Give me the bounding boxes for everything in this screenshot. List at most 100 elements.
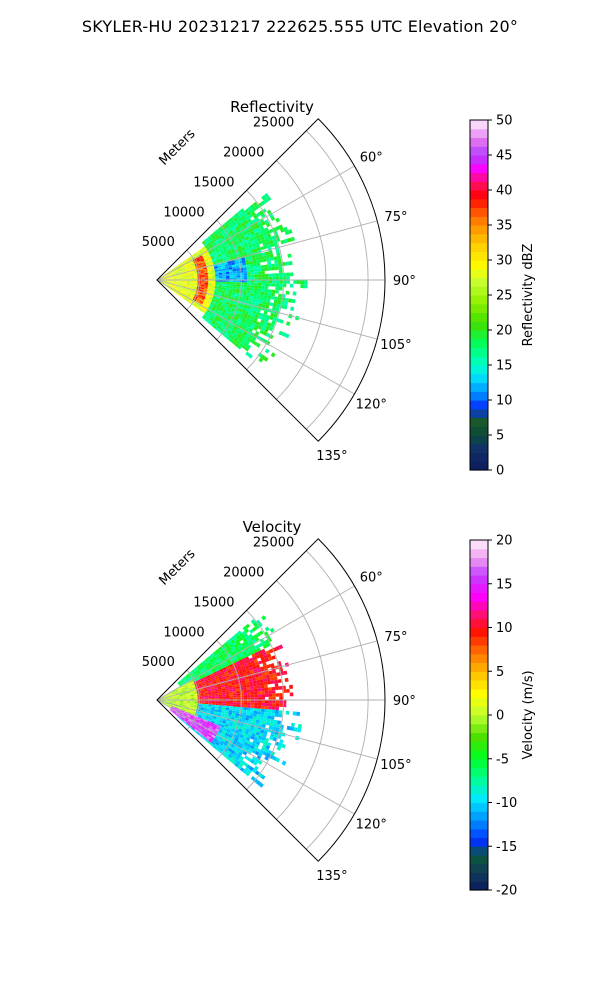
velocity-gate	[199, 727, 204, 731]
reflectivity-gate	[222, 281, 226, 284]
reflectivity-gate	[249, 249, 255, 254]
velocity-gate	[226, 677, 231, 680]
velocity-gate	[242, 626, 248, 631]
reflectivity-gate	[197, 261, 202, 265]
velocity-gate	[165, 701, 170, 703]
velocity-gate	[252, 716, 257, 720]
reflectivity-gate	[222, 258, 227, 261]
reflectivity-gate	[251, 254, 256, 259]
velocity-gate	[251, 662, 256, 667]
velocity-gate	[260, 685, 265, 689]
velocity-gate	[267, 709, 272, 713]
reflectivity-gate	[178, 287, 182, 290]
velocity-gate	[207, 705, 212, 708]
reflectivity-gate	[260, 265, 265, 269]
reflectivity-gate	[256, 247, 261, 252]
reflectivity-gate	[169, 281, 173, 282]
velocity-gate	[210, 674, 215, 678]
velocity-gate	[240, 655, 245, 660]
velocity-gate	[264, 684, 268, 688]
reflectivity-gate	[227, 227, 233, 232]
velocity-gate	[243, 653, 249, 658]
velocity-gate	[214, 676, 219, 680]
reflectivity-gate	[287, 253, 292, 258]
velocity-gate	[171, 706, 175, 709]
reflectivity-gate	[236, 313, 241, 317]
velocity-gate	[227, 727, 232, 731]
colorbar-segment	[470, 435, 488, 445]
reflectivity-gate	[230, 308, 235, 312]
reflectivity-gate	[162, 280, 166, 282]
velocity-gate	[196, 678, 201, 681]
colorbar-segment	[470, 566, 488, 576]
velocity-gate	[243, 687, 247, 691]
radial-tick-label: 5000	[142, 235, 175, 250]
velocity-gate	[245, 681, 250, 685]
reflectivity-gate	[207, 242, 212, 246]
reflectivity-gate	[211, 286, 216, 289]
reflectivity-gate	[212, 297, 217, 301]
reflectivity-gate	[198, 293, 203, 296]
reflectivity-gate	[217, 253, 222, 257]
reflectivity-gate	[198, 301, 203, 305]
velocity-gate	[167, 705, 172, 708]
velocity-gate	[219, 679, 224, 682]
reflectivity-gate	[185, 289, 189, 292]
colorbar-segment	[470, 268, 488, 279]
reflectivity-gate	[228, 251, 233, 255]
velocity-gate	[204, 697, 209, 699]
velocity-gate	[236, 700, 241, 703]
velocity-gate	[205, 737, 210, 741]
reflectivity-gate	[169, 278, 173, 280]
reflectivity-gate	[247, 274, 251, 278]
angular-grid-line	[156, 699, 378, 760]
velocity-gate	[216, 680, 220, 683]
reflectivity-gate	[239, 289, 244, 293]
reflectivity-gate	[220, 294, 225, 298]
reflectivity-gate	[218, 246, 223, 251]
velocity-gate	[213, 658, 218, 662]
velocity-gate	[207, 692, 212, 695]
reflectivity-gate	[190, 261, 194, 264]
velocity-gate	[229, 643, 234, 648]
velocity-gate	[186, 706, 190, 709]
reflectivity-gate	[278, 286, 283, 291]
reflectivity-gate	[218, 255, 223, 259]
reflectivity-gate	[234, 297, 239, 301]
velocity-gate	[186, 682, 190, 685]
velocity-gate	[212, 681, 217, 684]
velocity-gate	[183, 697, 187, 699]
colorbar-segment	[470, 452, 488, 462]
reflectivity-gate	[194, 282, 198, 284]
reflectivity-gate	[270, 352, 276, 358]
reflectivity-gate	[220, 243, 225, 247]
radial-tick-label: 5000	[142, 655, 175, 670]
reflectivity-gate	[206, 302, 211, 306]
velocity-gate	[239, 742, 244, 747]
reflectivity-gate	[255, 299, 260, 304]
reflectivity-gate	[245, 297, 250, 301]
reflectivity-gate	[268, 236, 273, 241]
velocity-gate	[202, 673, 206, 677]
reflectivity-gate	[208, 281, 212, 284]
reflectivity-gate	[200, 273, 205, 276]
reflectivity-gate	[272, 306, 277, 311]
velocity-gate	[161, 696, 166, 699]
velocity-gate	[169, 697, 173, 699]
velocity-gate	[179, 694, 183, 696]
colorbar-segment	[470, 767, 488, 777]
velocity-gate	[228, 708, 233, 711]
reflectivity-gate	[237, 338, 243, 343]
velocity-gate	[234, 729, 239, 734]
velocity-gate	[228, 732, 234, 736]
reflectivity-gate	[182, 273, 187, 275]
reflectivity-gate	[204, 275, 209, 278]
velocity-gate	[208, 657, 213, 661]
velocity-gate	[207, 677, 212, 681]
velocity-gate	[219, 698, 223, 700]
reflectivity-gate	[209, 317, 214, 322]
velocity-gate	[193, 707, 197, 709]
velocity-gate	[261, 736, 266, 741]
reflectivity-gate	[223, 261, 228, 265]
reflectivity-gate	[199, 249, 204, 253]
